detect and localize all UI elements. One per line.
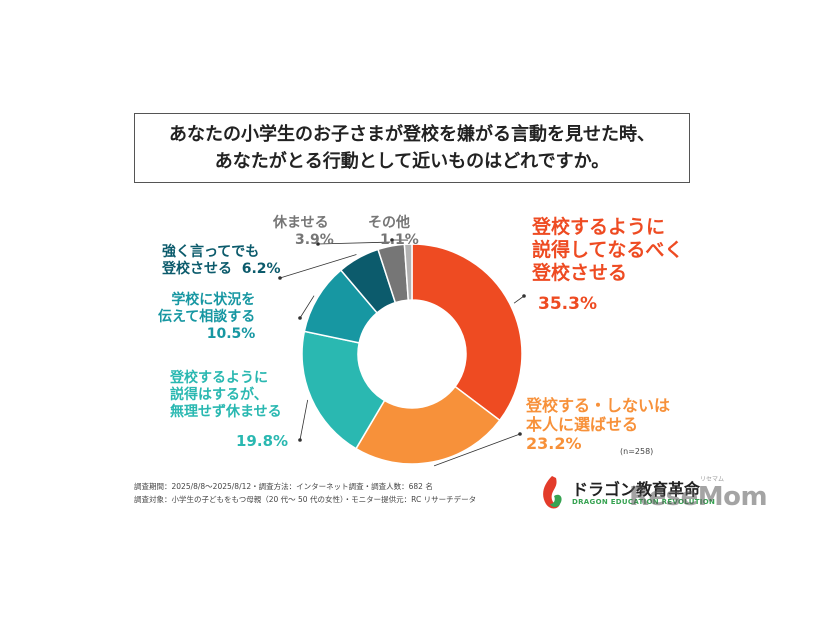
label-slice-persuade-rest-line-3: 無理せず休ませる: [170, 403, 282, 420]
question-box: あなたの小学生のお子さまが登校を嫌がる言動を見せた時、 あなたがとる行動として近…: [134, 113, 690, 183]
brand-logo-name: ドラゴン教育革命: [572, 480, 701, 499]
leader-dot-consult-school: [298, 316, 302, 320]
survey-note-2: 調査対象：小学生の子どもをもつ母親（20 代～ 50 代の女性）・モニター提供元…: [134, 495, 477, 504]
slice-other: [403, 243, 413, 301]
question-line-1: あなたの小学生のお子さまが登校を嫌がる言動を見せた時、: [169, 124, 655, 145]
label-slice-consult-school-line-2: 伝えて相談する: [158, 308, 256, 325]
label-slice-persuade-attend-line-3: 登校させる: [532, 261, 628, 284]
label-slice-child-chooses-line-1: 登校する・しないは: [526, 396, 671, 415]
sample-size: (n=258): [620, 447, 654, 456]
label-slice-persuade-attend: 登校するように 説得してなるべく 登校させる: [532, 216, 683, 284]
label-slice-other-line-1: その他: [368, 215, 410, 231]
slice-persuade-rest: [301, 330, 386, 450]
pct-slice-persuade-rest: 19.8%: [236, 432, 289, 450]
slice-child-chooses: [354, 385, 501, 465]
leader-line-persuade-attend: [513, 295, 525, 304]
leader-line-persuade-rest: [299, 399, 309, 441]
brand-logo-sub: DRAGON EDUCATION REVOLUTION: [572, 498, 716, 506]
label-slice-persuade-attend-line-2: 説得してなるべく: [532, 238, 684, 261]
label-slice-force-attend-line-1: 強く言ってでも: [162, 244, 260, 260]
leader-line-child-chooses: [433, 433, 521, 467]
leader-dot-rest: [316, 242, 320, 246]
resemom-watermark-ruby: リセマム: [700, 476, 725, 483]
label-slice-force-attend: 強く言ってでも 登校させる 6.2%: [162, 244, 281, 278]
pct-slice-child-chooses: 23.2%: [526, 434, 582, 454]
pct-slice-consult-school: 10.5%: [206, 325, 256, 342]
leader-line-force-attend: [279, 254, 357, 279]
leader-dot-force-attend: [278, 276, 282, 280]
slice-persuade-attend: [411, 243, 523, 422]
leader-dot-persuade-attend: [522, 294, 526, 298]
label-slice-consult-school-line-1: 学校に状況を: [171, 292, 256, 308]
leader-dot-other: [390, 238, 394, 242]
leader-line-consult-school: [299, 295, 315, 319]
pct-slice-persuade-attend: 35.3%: [538, 294, 597, 314]
question-line-2: あなたがとる行動として近いものはどれですか。: [214, 151, 610, 172]
leader-dot-child-chooses: [518, 432, 522, 436]
label-slice-rest: 休ませる 3.9%: [273, 215, 334, 249]
pct-slice-rest: 3.9%: [295, 231, 334, 248]
label-slice-persuade-rest: 登校するように 説得はするが、 無理せず休ませる: [170, 370, 282, 420]
brand-logo: ドラゴン教育革命 DRAGON EDUCATION REVOLUTION Res…: [534, 470, 768, 520]
label-slice-consult-school: 学校に状況を 伝えて相談する 10.5%: [158, 292, 255, 342]
label-slice-child-chooses-line-2: 本人に選ばせる: [526, 415, 639, 435]
pct-slice-force-attend: 6.2%: [241, 260, 281, 277]
label-slice-persuade-rest-line-2: 説得はするが、: [170, 386, 268, 403]
leader-dot-persuade-rest: [298, 438, 302, 442]
pct-slice-other: 1.1%: [380, 231, 419, 248]
label-slice-persuade-rest-line-1: 登校するように: [170, 370, 268, 386]
label-slice-rest-line-1: 休ませる: [273, 215, 329, 231]
dragon-flame-icon: [543, 476, 562, 509]
label-slice-child-chooses: 登校する・しないは 本人に選ばせる 23.2%: [526, 396, 670, 454]
label-slice-persuade-attend-line-1: 登校するように: [532, 216, 666, 238]
survey-note-1: 調査期間：2025/8/8～2025/8/12・調査方法：インターネット調査・調…: [134, 482, 433, 491]
resemom-watermark: ReseMom: [629, 482, 768, 512]
leader-line-rest: [317, 241, 391, 245]
label-slice-other: その他 1.1%: [368, 215, 419, 249]
label-slice-force-attend-line-2: 登校させる: [162, 260, 232, 277]
